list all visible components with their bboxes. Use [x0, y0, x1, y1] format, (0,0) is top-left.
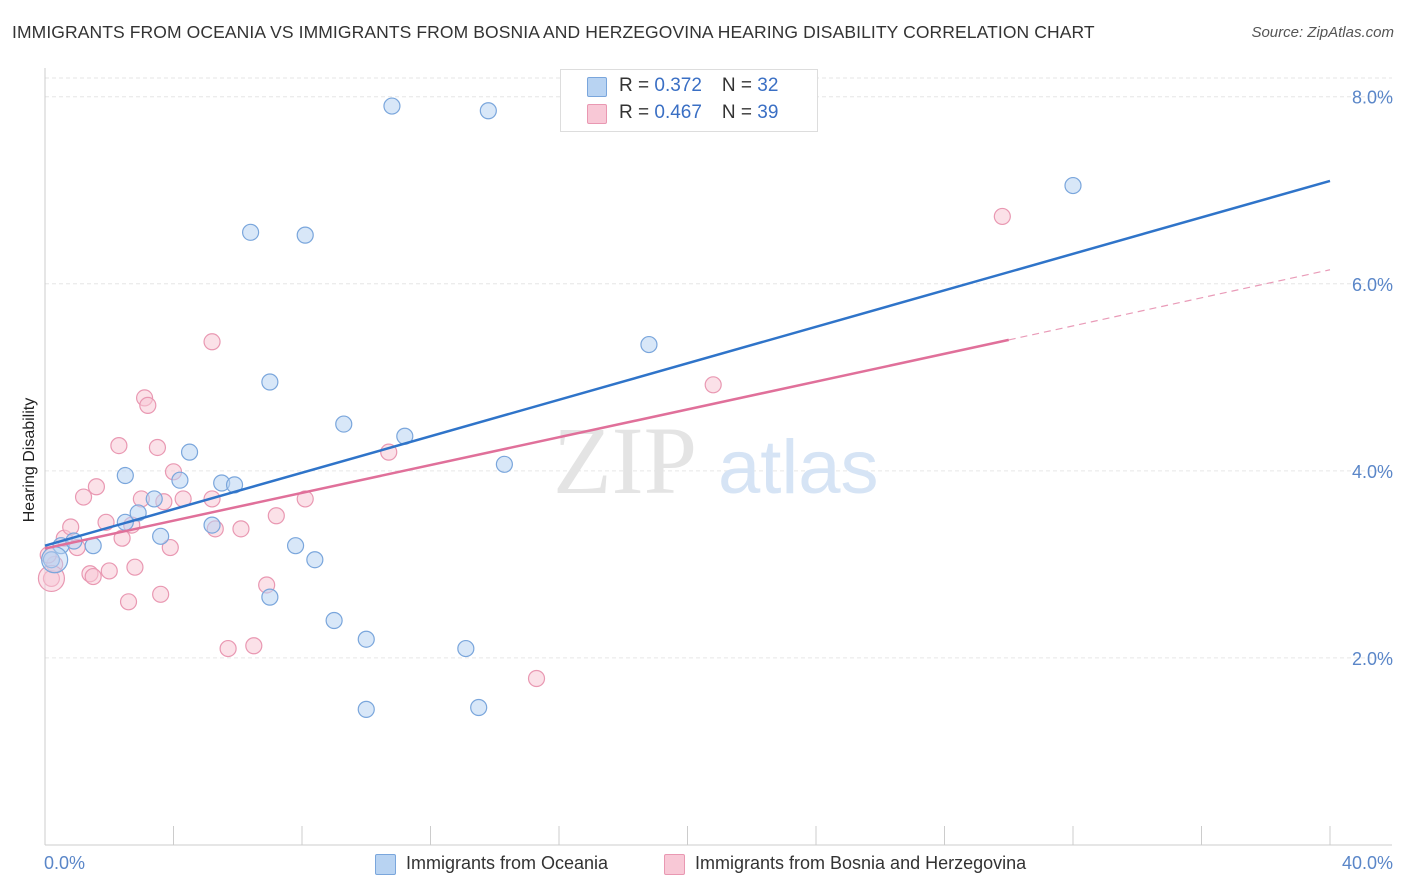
legend-n-label: N =	[721, 75, 758, 96]
point-oceania	[357, 630, 375, 648]
point-oceania	[1064, 176, 1082, 195]
point-bosnia	[245, 637, 263, 655]
x-tick-label-min: 0.0%	[44, 853, 85, 873]
point-bosnia	[119, 593, 138, 611]
point-bosnia	[203, 333, 221, 351]
point-oceania	[640, 335, 658, 354]
y-tick-label: 8.0%	[1352, 88, 1393, 108]
point-bosnia	[62, 518, 80, 536]
legend-r-value: 0.467	[654, 102, 702, 123]
point-oceania	[242, 223, 260, 241]
bottom-legend-label-bosnia: Immigrants from Bosnia and Herzegovina	[695, 853, 1027, 873]
x-tick-label-max: 40.0%	[1342, 853, 1393, 873]
point-bosnia	[100, 562, 118, 580]
y-tick-label: 4.0%	[1352, 462, 1393, 482]
point-bosnia	[126, 558, 144, 576]
point-oceania	[286, 537, 305, 555]
point-bosnia	[148, 438, 167, 457]
point-oceania	[180, 443, 199, 461]
trend-line-bosnia-dashed	[1008, 269, 1331, 341]
point-bosnia	[139, 396, 157, 414]
point-oceania	[171, 471, 189, 489]
legend-swatch-bosnia	[587, 104, 607, 124]
bottom-legend-swatch-bosnia	[664, 854, 685, 875]
axes	[44, 68, 1392, 846]
point-oceania	[203, 516, 221, 534]
series-oceania-points	[41, 97, 1082, 718]
point-oceania	[306, 551, 324, 569]
point-oceania	[495, 455, 513, 473]
bottom-legend-label-oceania: Immigrants from Oceania	[406, 853, 609, 873]
legend-r-value: 0.372	[654, 75, 702, 96]
watermark-atlas: atlas	[718, 425, 879, 510]
trend-lines	[44, 179, 1331, 550]
point-oceania	[261, 588, 279, 606]
y-tick-label: 2.0%	[1352, 649, 1393, 669]
point-oceania	[335, 415, 353, 433]
point-bosnia	[87, 478, 106, 496]
point-bosnia	[527, 669, 546, 688]
point-oceania	[42, 551, 61, 569]
point-oceania	[383, 97, 401, 115]
point-oceania	[325, 611, 343, 630]
tick-labels: 2.0% 4.0% 6.0% 8.0% 0.0% 40.0%	[44, 88, 1393, 873]
legend-n-value: 32	[757, 75, 779, 96]
point-bosnia	[267, 507, 285, 525]
bottom-legend-swatch-oceania	[375, 854, 396, 875]
point-bosnia	[219, 639, 237, 658]
point-bosnia	[993, 207, 1011, 226]
watermark: ZIP atlas	[553, 407, 879, 514]
point-oceania-large	[41, 546, 69, 574]
point-bosnia	[74, 488, 93, 506]
point-oceania	[296, 226, 314, 244]
point-bosnia	[232, 520, 250, 538]
point-oceania	[116, 466, 134, 485]
point-oceania	[479, 102, 497, 120]
legend-n-label: N =	[721, 102, 758, 123]
legend-r-label: R =	[619, 102, 655, 123]
legend-swatch-oceania	[587, 77, 607, 97]
point-oceania	[457, 639, 475, 658]
point-oceania	[470, 698, 488, 717]
point-bosnia	[110, 436, 128, 455]
chart-title: IMMIGRANTS FROM OCEANIA VS IMMIGRANTS FR…	[12, 22, 1095, 42]
grid-lines	[45, 77, 1392, 659]
trend-line-bosnia	[44, 338, 1010, 550]
legend-n-value: 39	[757, 102, 779, 123]
legend-r-label: R =	[619, 75, 655, 96]
y-tick-label: 6.0%	[1352, 275, 1393, 295]
legend: R = 0.372 N = 32 R = 0.467 N = 39	[560, 69, 818, 132]
trend-line-oceania	[44, 179, 1331, 547]
point-oceania	[357, 700, 375, 718]
watermark-zip: ZIP	[553, 407, 697, 514]
point-oceania	[145, 490, 163, 508]
point-bosnia	[161, 538, 179, 557]
point-bosnia	[84, 567, 102, 586]
point-oceania	[152, 527, 170, 545]
point-bosnia	[704, 376, 722, 394]
source-label: Source: ZipAtlas.com	[1251, 24, 1394, 41]
point-bosnia	[152, 585, 170, 603]
point-oceania	[261, 373, 279, 391]
